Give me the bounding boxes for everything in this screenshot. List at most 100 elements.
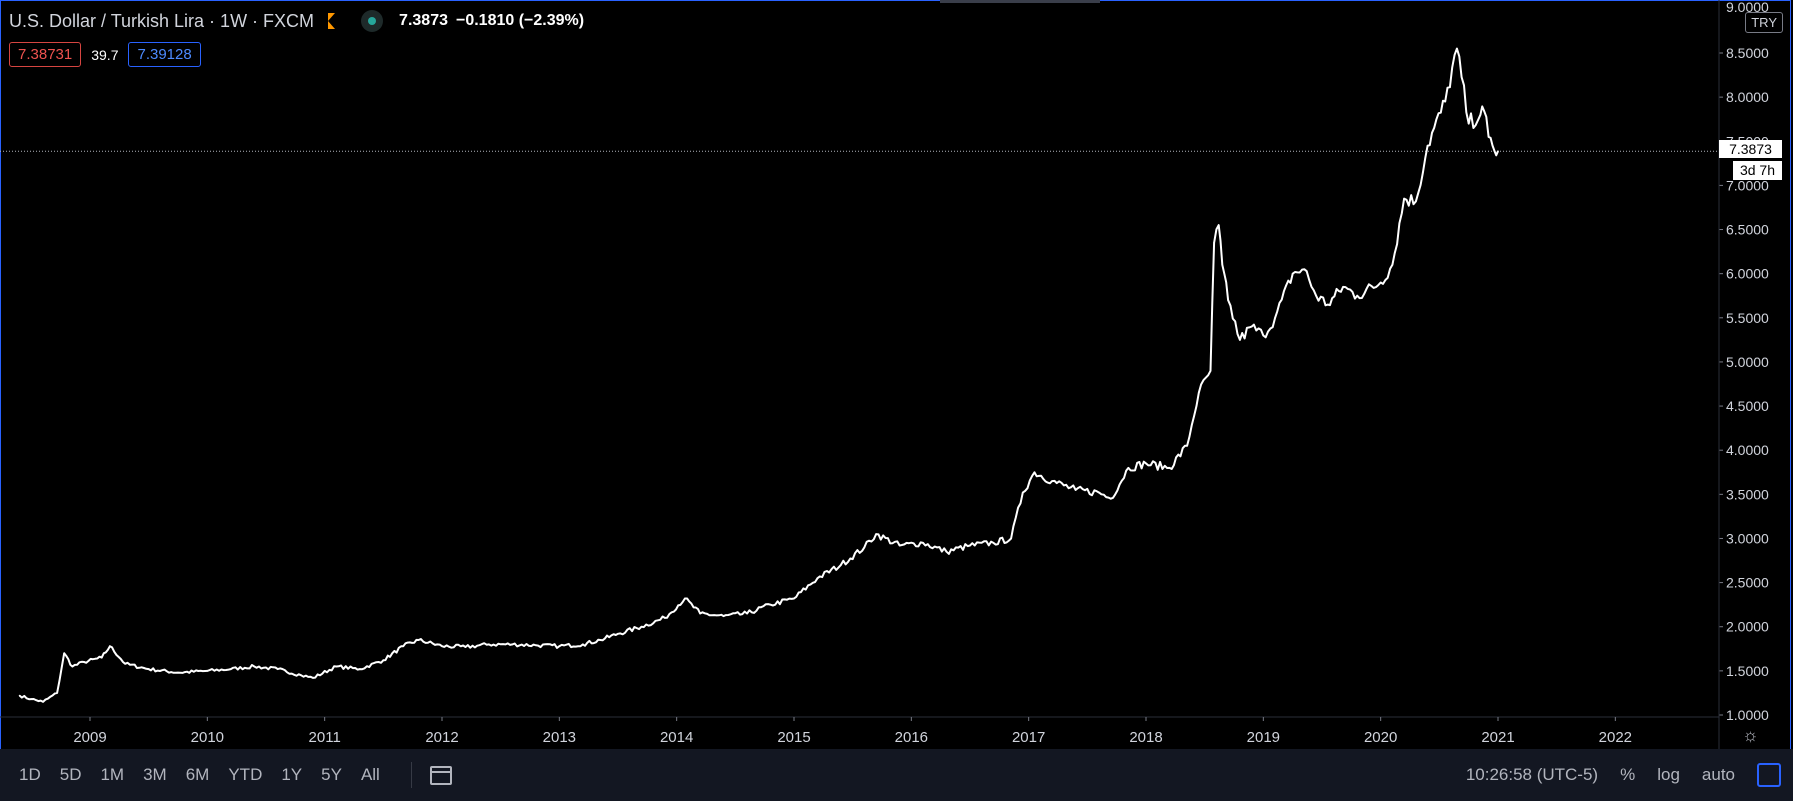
data-point bbox=[1291, 272, 1294, 275]
y-tick-label: 3.5000 bbox=[1726, 486, 1769, 502]
range-button-1m[interactable]: 1M bbox=[100, 765, 125, 784]
data-point bbox=[1426, 144, 1429, 147]
data-point bbox=[83, 661, 85, 663]
price-axis[interactable]: 1.0000 1.5000 2.0000 2.5000 3.0000 3.5000 4.00… bbox=[1719, 0, 1769, 723]
data-point bbox=[1250, 325, 1253, 328]
y-tick-label: 4.0000 bbox=[1726, 442, 1769, 458]
data-point bbox=[992, 542, 995, 544]
calendar-range-icon[interactable] bbox=[429, 765, 452, 785]
gear-icon[interactable]: ☼ bbox=[1742, 725, 1759, 745]
currency-badge[interactable]: TRY bbox=[1745, 12, 1783, 33]
data-point bbox=[1033, 471, 1036, 474]
y-tick-label: 6.5000 bbox=[1726, 222, 1769, 238]
range-button-1y[interactable]: 1Y bbox=[281, 765, 303, 784]
data-point bbox=[124, 663, 126, 665]
data-point bbox=[1217, 224, 1220, 226]
data-point bbox=[147, 668, 150, 670]
data-point bbox=[1379, 281, 1382, 284]
spread-value: 39.7 bbox=[91, 46, 119, 63]
data-point bbox=[664, 617, 666, 619]
range-button-6m[interactable]: 6M bbox=[185, 765, 210, 784]
x-tick-label: 2019 bbox=[1247, 729, 1280, 746]
data-point bbox=[746, 612, 748, 615]
x-tick-label: 2010 bbox=[191, 729, 224, 746]
ask-price-button[interactable]: 7.39128 bbox=[128, 42, 201, 67]
data-point bbox=[793, 597, 795, 600]
y-tick-label: 1.0000 bbox=[1726, 707, 1769, 723]
data-point bbox=[1213, 241, 1215, 244]
data-point bbox=[1415, 200, 1417, 203]
chart-frame bbox=[0, 0, 1791, 749]
data-point bbox=[30, 698, 33, 700]
data-point bbox=[535, 644, 537, 647]
right-tools: 10:26:58 (UTC-5) % log auto bbox=[1466, 749, 1793, 801]
data-point bbox=[816, 577, 819, 579]
range-button-ytd[interactable]: YTD bbox=[228, 765, 263, 784]
data-point bbox=[684, 597, 686, 600]
data-point bbox=[1356, 294, 1358, 297]
data-point bbox=[840, 564, 842, 566]
data-point bbox=[945, 550, 948, 553]
data-point bbox=[312, 677, 314, 679]
y-tick-label: 8.5000 bbox=[1726, 45, 1769, 61]
x-tick-label: 2016 bbox=[895, 729, 928, 746]
x-tick-label: 2013 bbox=[543, 729, 576, 746]
bid-ask-row: 7.38731 39.7 7.39128 bbox=[9, 42, 201, 67]
data-point bbox=[63, 652, 65, 655]
time-axis[interactable]: 2009 2010 2011 2012 2013 2014 2015 2016 2017 2018… bbox=[0, 0, 1720, 749]
data-point bbox=[1483, 109, 1485, 112]
auto-toggle[interactable]: auto bbox=[1701, 765, 1735, 784]
range-button-5y[interactable]: 5Y bbox=[321, 765, 342, 784]
y-tick-label: 2.5000 bbox=[1726, 575, 1769, 591]
top-drag-handle[interactable] bbox=[940, 0, 1100, 3]
price-chart[interactable]: 1.0000 1.5000 2.0000 2.5000 3.0000 3.5000 4.00… bbox=[0, 0, 1793, 749]
y-tick-label: 5.0000 bbox=[1726, 354, 1769, 370]
percent-toggle[interactable]: % bbox=[1620, 765, 1636, 784]
data-point bbox=[599, 639, 602, 641]
range-button-1d[interactable]: 1D bbox=[19, 765, 41, 784]
data-point bbox=[71, 665, 74, 668]
market-status-dot-icon[interactable] bbox=[361, 10, 384, 32]
symbol-title[interactable]: U.S. Dollar / Turkish Lira · 1W · FXCM bbox=[9, 10, 315, 31]
flag-icon[interactable] bbox=[328, 13, 336, 29]
data-point bbox=[1198, 392, 1200, 394]
x-tick-label: 2020 bbox=[1364, 729, 1397, 746]
data-point bbox=[42, 700, 44, 703]
data-point bbox=[863, 546, 866, 549]
data-point bbox=[1168, 467, 1171, 469]
data-point bbox=[722, 615, 725, 617]
data-point bbox=[1227, 299, 1229, 301]
data-point bbox=[1098, 491, 1100, 494]
data-point bbox=[276, 668, 279, 670]
price-series-line bbox=[18, 47, 1499, 703]
data-point bbox=[1467, 122, 1470, 125]
data-point bbox=[382, 659, 385, 662]
data-point bbox=[1186, 444, 1188, 447]
x-tick-label: 2014 bbox=[660, 729, 693, 746]
bid-price-button[interactable]: 7.38731 bbox=[9, 42, 82, 67]
bottom-toolbar: 1D 5D 1M 3M 6M YTD 1Y 5Y All 10:26:58 (UTC-5) % … bbox=[0, 749, 1793, 801]
y-tick-label: 2.0000 bbox=[1726, 619, 1769, 635]
data-point bbox=[1391, 264, 1394, 266]
symbol-legend[interactable]: U.S. Dollar / Turkish Lira · 1W · FXCM 7… bbox=[9, 10, 584, 32]
fullscreen-icon[interactable] bbox=[1757, 763, 1781, 787]
range-button-5d[interactable]: 5D bbox=[59, 765, 82, 784]
log-toggle[interactable]: log bbox=[1657, 765, 1680, 784]
clock-display[interactable]: 10:26:58 (UTC-5) bbox=[1465, 765, 1599, 784]
range-button-3m[interactable]: 3M bbox=[143, 765, 167, 784]
bar-countdown-label: 3d 7h bbox=[1733, 161, 1782, 180]
data-point bbox=[230, 668, 232, 670]
data-point bbox=[1209, 369, 1212, 372]
price-change: −0.1810 (−2.39%) bbox=[455, 12, 585, 29]
data-point bbox=[1110, 497, 1112, 500]
data-point bbox=[1497, 150, 1499, 153]
range-button-all[interactable]: All bbox=[360, 765, 380, 784]
data-point bbox=[922, 542, 924, 544]
data-point bbox=[56, 692, 58, 694]
data-point bbox=[558, 645, 561, 647]
data-point bbox=[177, 671, 179, 674]
data-point bbox=[1327, 303, 1329, 306]
data-point bbox=[1127, 467, 1130, 469]
data-point bbox=[898, 544, 901, 547]
data-point bbox=[253, 665, 256, 668]
